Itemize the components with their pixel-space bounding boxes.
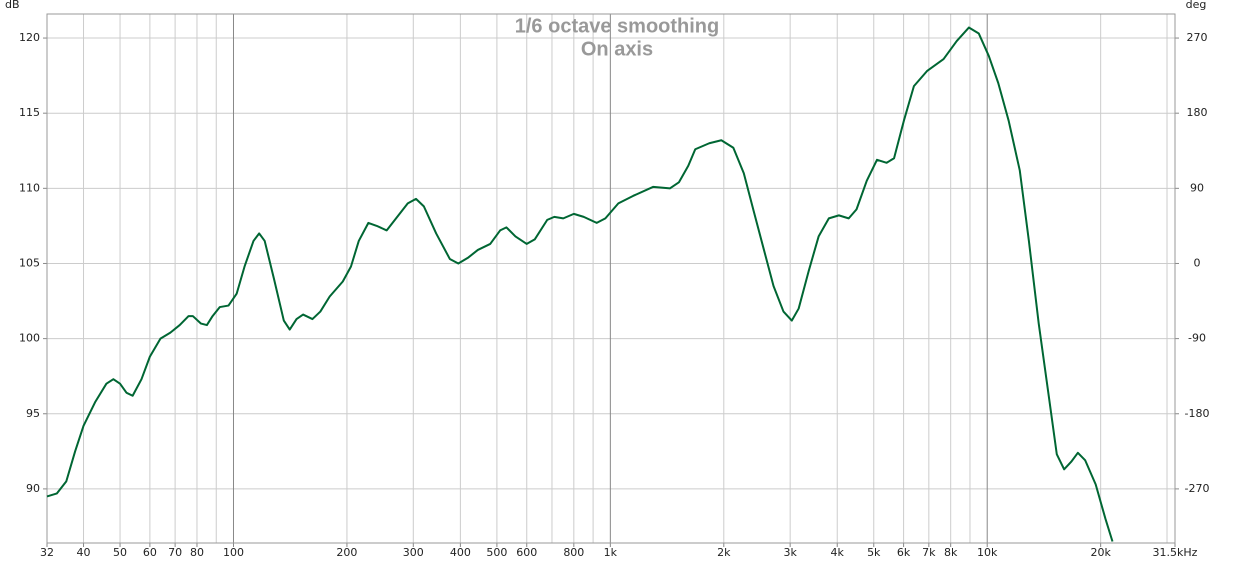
y2-tick-label: -180 xyxy=(1185,407,1210,420)
x-tick-label: 80 xyxy=(190,546,204,559)
y2-tick-label: -270 xyxy=(1185,482,1210,495)
y-tick-label: 115 xyxy=(19,106,40,119)
x-tick-label: 40 xyxy=(77,546,91,559)
y2-tick-label: 180 xyxy=(1187,106,1208,119)
x-tick-label: 300 xyxy=(403,546,424,559)
y-tick-label: 100 xyxy=(19,332,40,345)
x-tick-label: 600 xyxy=(516,546,537,559)
x-tick-label: 60 xyxy=(143,546,157,559)
x-tick-label: 32 xyxy=(40,546,54,559)
y-tick-label: 120 xyxy=(19,31,40,44)
y-tick-label: 105 xyxy=(19,256,40,269)
y2-axis-label: deg xyxy=(1186,0,1207,11)
y-tick-label: 90 xyxy=(26,482,40,495)
x-tick-label: 7k xyxy=(922,546,936,559)
y2-tick-label: 90 xyxy=(1190,181,1204,194)
x-tick-label: 5k xyxy=(867,546,881,559)
y2-tick-label: 270 xyxy=(1187,31,1208,44)
chart-subtitle: On axis xyxy=(581,38,653,60)
x-tick-label: 6k xyxy=(897,546,911,559)
response-line xyxy=(46,26,1114,542)
y2-tick-label: -90 xyxy=(1188,332,1206,345)
y-tick-label: 110 xyxy=(19,181,40,194)
y-tick-label: 95 xyxy=(26,407,40,420)
x-tick-label: 2k xyxy=(717,546,731,559)
x-tick-label: 500 xyxy=(486,546,507,559)
x-tick-label: 20k xyxy=(1090,546,1111,559)
x-tick-label: 3k xyxy=(783,546,797,559)
x-tick-label: 800 xyxy=(563,546,584,559)
y2-tick-label: 0 xyxy=(1194,256,1201,269)
x-tick-label: 4k xyxy=(831,546,845,559)
x-tick-label: 400 xyxy=(450,546,471,559)
x-tick-label: 8k xyxy=(944,546,958,559)
plot-frame xyxy=(46,13,1176,544)
chart-title: 1/6 octave smoothing xyxy=(515,15,720,37)
x-tick-label: 200 xyxy=(336,546,357,559)
x-tick-label: 10k xyxy=(977,546,998,559)
x-tick-label: 1k xyxy=(604,546,618,559)
x-tick-label: 31.5kHz xyxy=(1153,546,1198,559)
y-axis-label: dB xyxy=(5,0,20,11)
x-tick-label: 70 xyxy=(168,546,182,559)
x-tick-label: 100 xyxy=(223,546,244,559)
x-tick-label: 50 xyxy=(113,546,127,559)
